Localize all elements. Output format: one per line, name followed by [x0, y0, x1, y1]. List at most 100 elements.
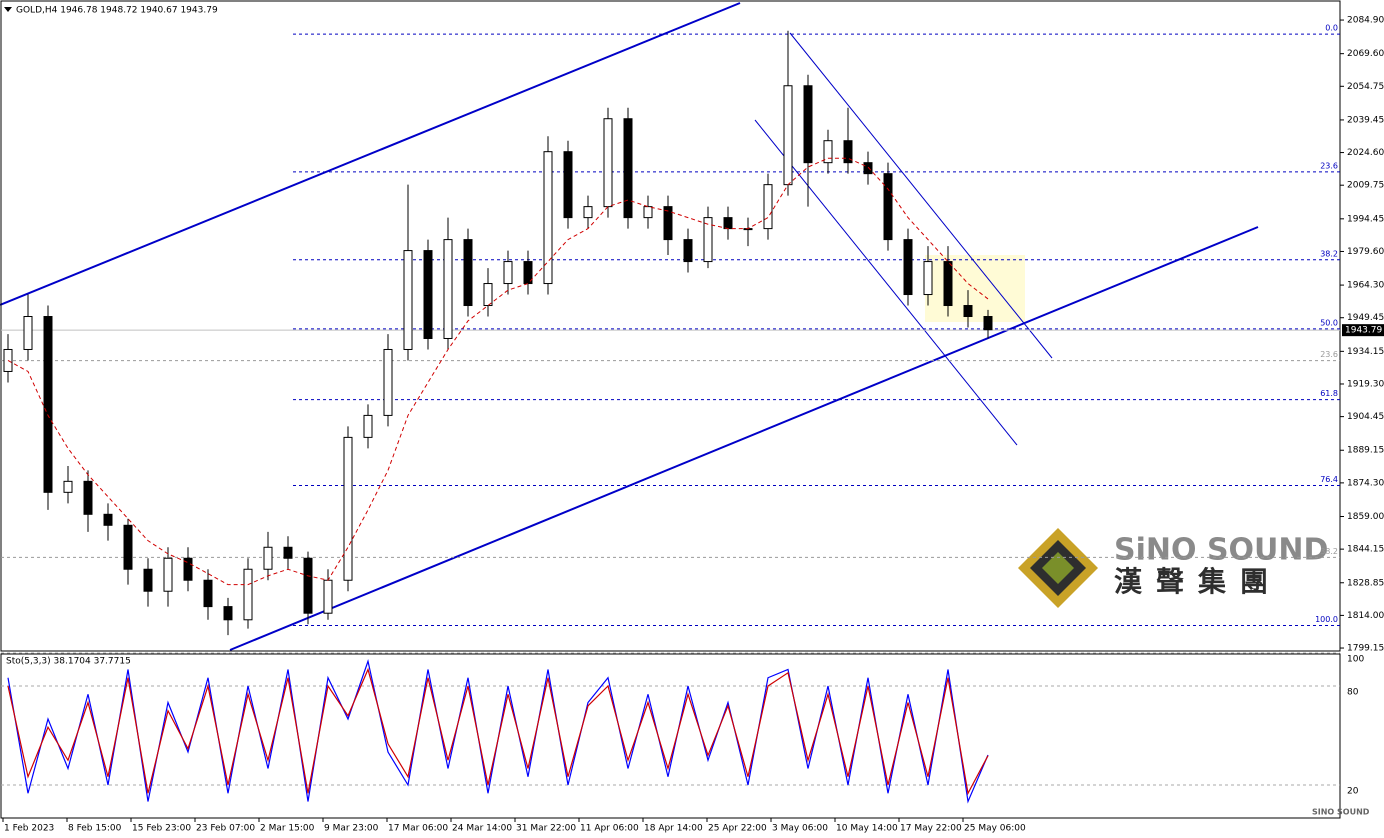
x-tick-label: 1 Feb 2023 [4, 824, 54, 834]
logo-cjk: 漢聲集團 [1114, 565, 1282, 598]
y-tick-label: 1904.45 [1347, 412, 1384, 422]
candle-body [943, 261, 953, 307]
y-tick-label: 1949.45 [1347, 313, 1384, 323]
y-tick-label: 1799.15 [1347, 644, 1384, 654]
candle-body [903, 239, 913, 296]
x-tick-label: 10 May 14:00 [836, 824, 898, 834]
candle-body [963, 305, 973, 318]
y-tick-label: 2039.45 [1347, 115, 1384, 125]
y-tick-label: 1919.30 [1347, 379, 1384, 389]
x-tick-label: 23 Feb 07:00 [196, 824, 255, 834]
y-tick-label: 1979.60 [1347, 247, 1384, 257]
candle-body [263, 546, 273, 570]
x-tick-label: 17 Mar 06:00 [388, 824, 448, 834]
price-label: 1943.79 [1345, 326, 1382, 336]
candle-body [583, 206, 593, 219]
candle-body [383, 348, 393, 416]
candle-body [143, 568, 153, 592]
trend-line [229, 226, 1259, 651]
y-tick-label: 2069.60 [1347, 49, 1384, 59]
header: GOLD,H4 1946.78 1948.72 1940.67 1943.79 [16, 6, 218, 16]
candle-body [3, 348, 13, 372]
candle-body [523, 261, 533, 285]
y-tick-label: 1814.00 [1347, 611, 1384, 621]
fib-label: 50.0 [1320, 318, 1338, 327]
y-tick-label: 1828.85 [1347, 578, 1384, 588]
indicator-tick-label: 20 [1347, 787, 1359, 797]
candle-body [23, 316, 33, 350]
candle-body [83, 480, 93, 515]
x-tick-label: 17 May 22:00 [900, 824, 962, 834]
y-tick-label: 1934.15 [1347, 347, 1384, 357]
trend-line [754, 119, 1018, 446]
candle-body [63, 480, 73, 493]
y-tick-label: 2054.75 [1347, 82, 1384, 92]
candle-body [303, 557, 313, 614]
candle-body [503, 261, 513, 285]
y-tick-label: 2009.75 [1347, 181, 1384, 191]
x-tick-label: 15 Feb 23:00 [132, 824, 191, 834]
candle-body [43, 316, 53, 493]
indicator-tick-label: 100 [1347, 655, 1364, 665]
candle-body [223, 606, 233, 621]
candle-body [643, 206, 653, 219]
candle-body [423, 250, 433, 339]
x-tick-label: 11 Apr 06:00 [580, 824, 639, 834]
candle-body [483, 283, 493, 307]
fib-label: 61.8 [1320, 389, 1338, 398]
candle-body [443, 239, 453, 339]
x-tick-label: 9 Mar 23:00 [324, 824, 379, 834]
main-panel [0, 0, 1341, 652]
candle-body [803, 85, 813, 164]
trend-line [789, 32, 1053, 359]
indicator-tick-label: 80 [1347, 688, 1359, 698]
y-tick-label: 1994.45 [1347, 214, 1384, 224]
x-tick-label: 25 May 06:00 [964, 824, 1026, 834]
candle-body [623, 118, 633, 219]
x-tick-label: 8 Feb 15:00 [68, 824, 122, 834]
candle-body [843, 140, 853, 164]
y-tick-label: 1859.00 [1347, 512, 1384, 522]
price-box [1342, 324, 1384, 337]
candle-body [863, 162, 873, 175]
x-tick-label: 24 Mar 14:00 [452, 824, 512, 834]
moving-average [7, 157, 989, 586]
candle-body [163, 557, 173, 592]
y-tick-label: 1874.30 [1347, 478, 1384, 488]
candle-body [783, 85, 793, 186]
x-tick-label: 25 Apr 22:00 [708, 824, 767, 834]
candle-body [883, 173, 893, 241]
candle-body [603, 118, 613, 208]
fib-label: 100.0 [1315, 615, 1338, 624]
candle-body [543, 151, 553, 285]
x-tick-label: 31 Mar 22:00 [516, 824, 576, 834]
candle-body [723, 217, 733, 230]
logo-diamond-core [1042, 552, 1074, 584]
fib-label: 23.6 [1320, 350, 1338, 359]
candle-body [403, 250, 413, 350]
candle-body [343, 436, 353, 581]
fib-label: 0.0 [1325, 24, 1338, 33]
fib-label: 76.4 [1320, 475, 1338, 484]
indicator-panel [0, 653, 1341, 819]
candle-body [323, 579, 333, 614]
candle-body [203, 579, 213, 608]
y-tick-label: 1964.30 [1347, 281, 1384, 291]
candle-body [923, 261, 933, 296]
x-tick-label: 2 Mar 15:00 [260, 824, 315, 834]
logo-text: SiNO SOUND [1114, 533, 1328, 568]
header-arrow [4, 7, 12, 12]
y-tick-label: 2024.60 [1347, 148, 1384, 158]
candle-body [763, 184, 773, 230]
fib-label: 38.2 [1320, 249, 1338, 258]
candle-body [123, 524, 133, 570]
y-tick-label: 2084.90 [1347, 16, 1384, 26]
candle-body [983, 316, 993, 331]
candle-body [563, 151, 573, 219]
logo: SiNO SOUND 漢聲集團 [1018, 528, 1328, 608]
indicator-label: Sto(5,3,3) 38.1704 37.7715 [6, 657, 131, 667]
x-tick-label: 18 Apr 14:00 [644, 824, 703, 834]
fib-label: 23.6 [1320, 161, 1338, 170]
